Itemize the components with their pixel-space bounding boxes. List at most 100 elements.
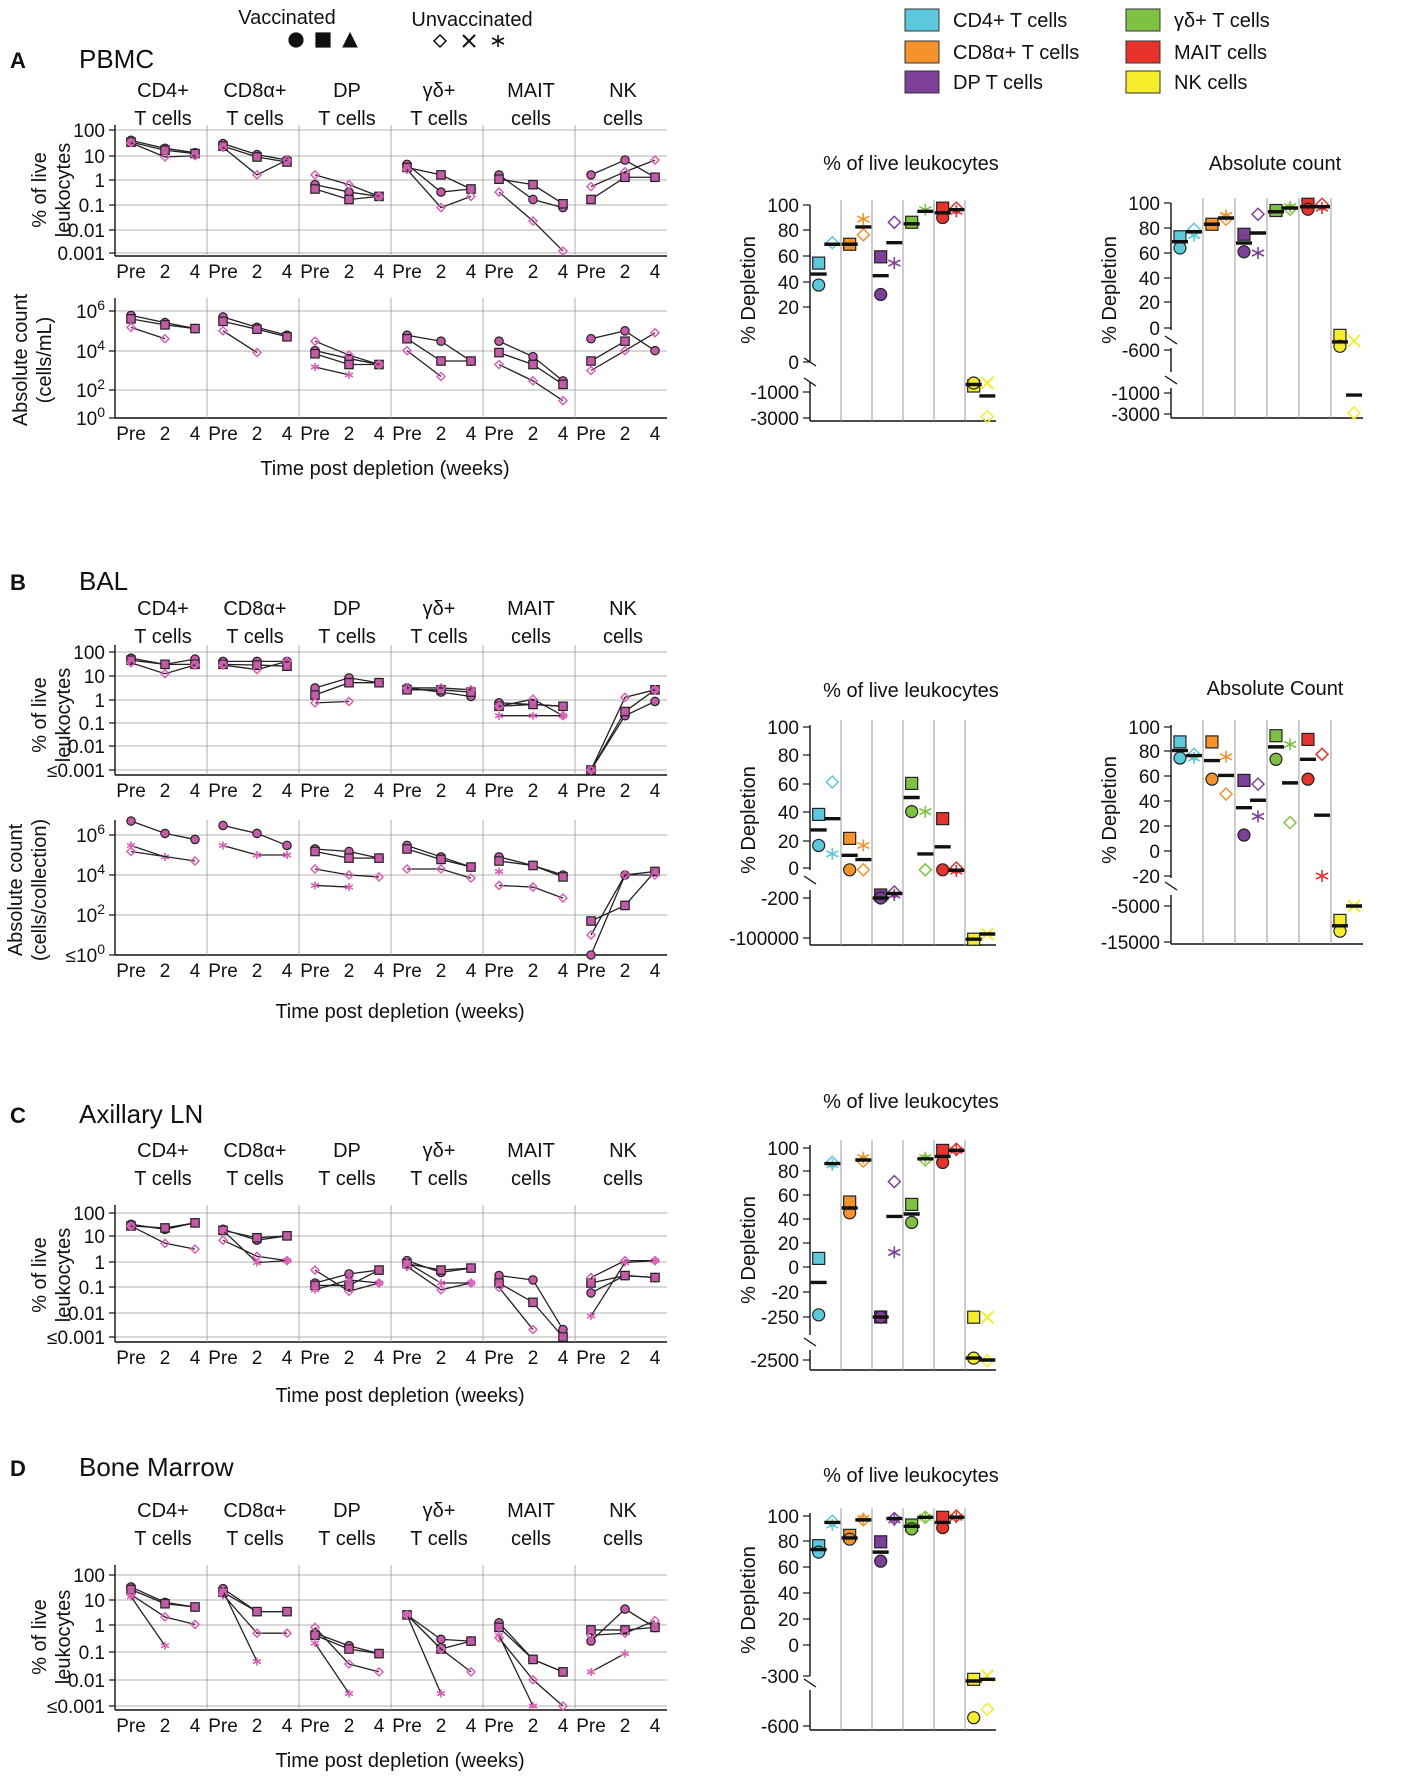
y-tick-label: 100 [73,643,105,664]
data-point [344,194,354,205]
panel-letter-A: A [10,48,26,73]
data-point [160,320,170,330]
depletion-point-unvaccinated [1283,738,1297,751]
y-tick-label: 100 [73,1566,105,1587]
ylabel-D-pct: % of live leukocytes [29,1590,75,1685]
ylabel-A-abs-line: (cells/mL) [34,317,56,404]
y-tick-label: 20 [778,298,799,319]
data-point [586,1667,596,1676]
data-point [466,687,476,697]
data-point [650,1622,660,1633]
data-point [620,326,630,336]
series-line [498,1637,564,1707]
series-line [314,340,380,366]
data-point [374,1279,384,1288]
series-line [314,884,350,888]
data-point [402,1258,412,1267]
depletion-point-vaccinated [1269,729,1283,743]
depletion-point-vaccinated [936,1155,950,1170]
x-tick-label: 4 [558,262,569,283]
x-tick-label: 4 [190,961,201,982]
series-line [130,844,166,858]
depletion-point-vaccinated [843,831,857,845]
x-tick-label: 2 [252,1716,263,1737]
data-point [585,764,597,776]
ylabel-A-pct: % of live leukocytes [29,143,75,238]
y-tick-label: 1 [94,1616,105,1637]
data-point [373,871,385,882]
depletion-point-vaccinated [1237,773,1251,787]
data-point [252,828,262,839]
x-tick-label: Pre [208,424,238,445]
data-point [251,1628,263,1639]
data-point [650,172,660,183]
y-tick-label: 60 [778,775,799,796]
column-header: cells [511,1168,551,1190]
x-tick-label: Pre [300,961,330,982]
data-point [343,350,355,361]
x-tick-label: 2 [344,1348,355,1369]
y-tick-label: 0.1 [79,714,105,735]
data-point [436,854,446,865]
x-tick-label: 2 [528,1716,539,1737]
y-tick-label: 100 [73,1204,105,1225]
legend-swatch [1125,70,1161,94]
data-point [401,1261,413,1272]
data-point [586,950,596,960]
data-point [585,1272,597,1283]
data-point [527,694,539,705]
data-point [125,846,137,857]
depletion-point-vaccinated [1173,751,1187,765]
x-tick-label: Pre [484,424,514,445]
y-tick-label: 80 [778,746,799,767]
ylabel-B-abs: Absolute count (cells/collection) [5,819,51,961]
depletion-point-unvaccinated [980,376,995,390]
data-point [343,1658,355,1670]
data-point [217,1589,229,1600]
series-line [406,1265,472,1291]
data-point [159,668,171,679]
depletion-point-vaccinated [1301,732,1315,747]
column-header: T cells [318,1528,375,1550]
data-point [190,1602,200,1612]
depletion-point-vaccinated [874,250,888,264]
x-tick-label: 2 [528,262,539,283]
data-point [528,711,538,720]
data-point [281,154,293,166]
depletion-point-vaccinated [874,1535,888,1549]
data-point [252,1606,262,1617]
depletion-point-vaccinated [936,812,950,826]
column-header: MAIT [507,1500,555,1522]
y-tick-label: 0.01 [68,1671,105,1692]
depletion-point-vaccinated [812,1308,826,1322]
legend-swatch [904,70,940,94]
data-point [465,873,477,884]
series-line [222,330,258,354]
data-point [373,191,385,202]
data-point [402,333,412,344]
x-tick-label: 2 [344,961,355,982]
data-point [620,706,630,717]
series-line [222,1239,288,1262]
x-tick-label: Pre [576,1716,606,1737]
data-point [189,855,201,867]
depletion-point-unvaccinated [1314,747,1330,762]
series-line [498,191,564,252]
x-axis-title-C: Time post depletion (weeks) [275,1385,524,1407]
series-line [130,850,196,862]
data-point [160,1598,170,1609]
ylabel-A-pct-line: % of live [29,152,51,228]
column-header: T cells [134,108,191,130]
x-tick-label: 4 [190,1348,201,1369]
data-point [466,1263,476,1273]
data-point [436,1279,446,1288]
ylabel-C-pct-line: leukocytes [53,1228,75,1323]
x-tick-label: Pre [392,961,422,982]
y-tick-label: 0.1 [79,196,105,217]
x-tick-label: 2 [344,424,355,445]
data-point [126,816,136,826]
x-tick-label: Pre [484,1348,514,1369]
depletion-point-unvaccinated [887,257,901,270]
data-point [160,145,170,156]
data-point [558,711,568,720]
